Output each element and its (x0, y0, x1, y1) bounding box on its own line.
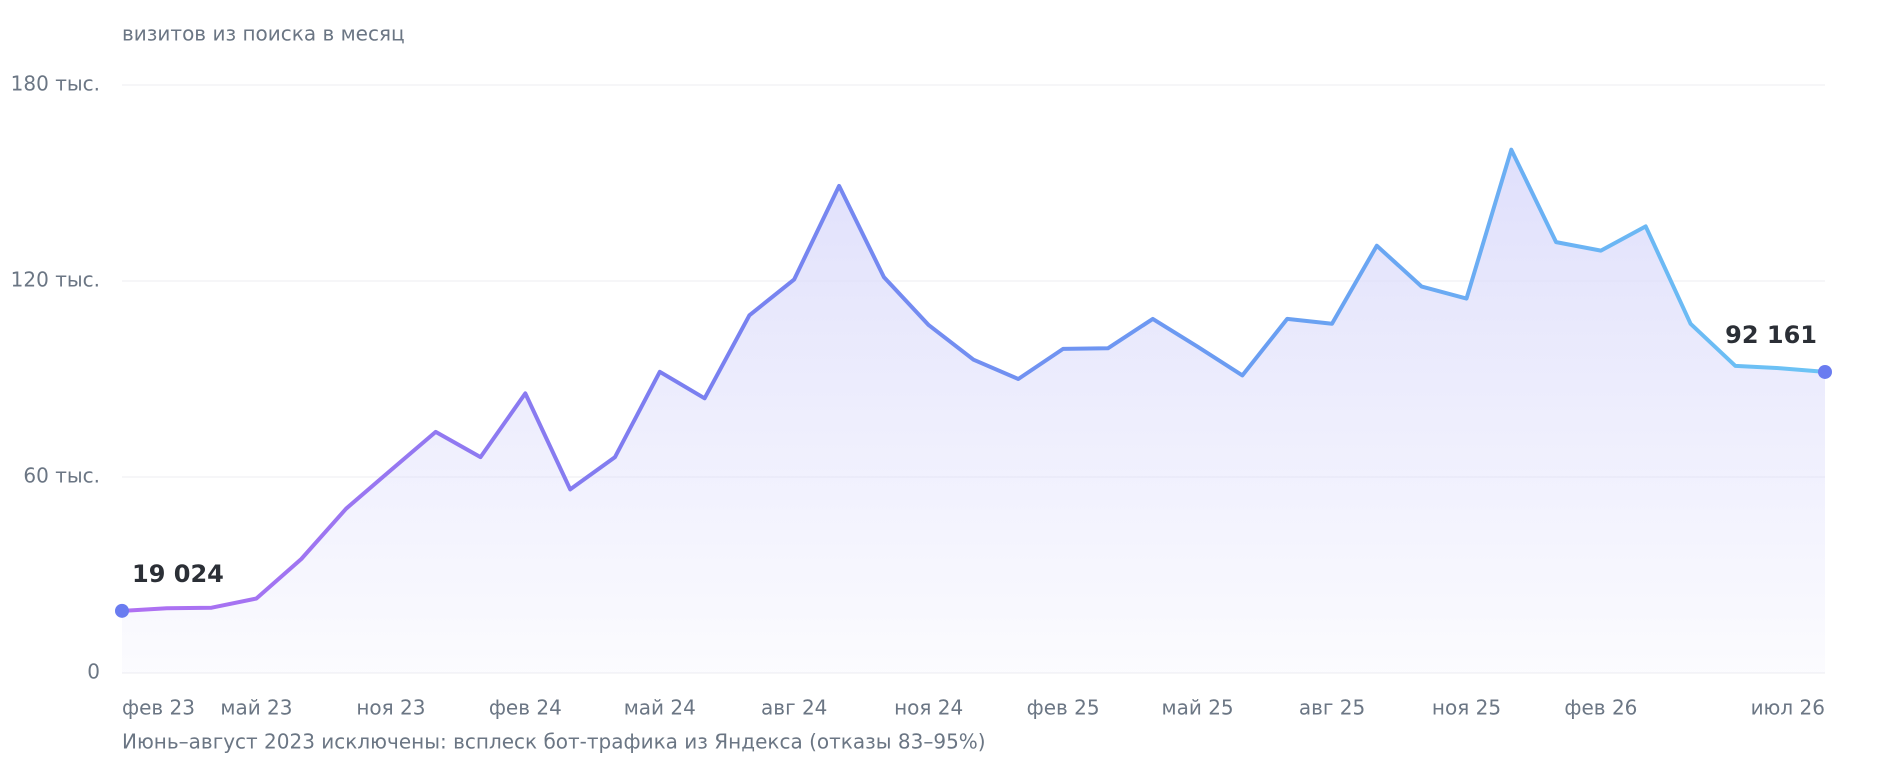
subtitle: визитов из поиска в месяц (122, 22, 405, 46)
x-tick-label: ноя 24 (894, 696, 963, 720)
x-tick-label: ноя 25 (1432, 696, 1501, 720)
x-tick-label: май 23 (220, 696, 292, 720)
y-tick-label: 60 тыс. (23, 464, 100, 488)
end-point (1818, 364, 1832, 379)
data-label: 92 161 (1725, 321, 1817, 349)
y-tick-label: 180 тыс. (11, 72, 100, 96)
x-tick-label: июл 26 (1751, 696, 1825, 720)
y-tick-label: 0 (87, 660, 100, 684)
end-point (115, 603, 129, 618)
data-label: 19 024 (132, 560, 224, 588)
x-tick-label: авг 24 (761, 696, 827, 720)
x-tick-label: авг 25 (1299, 696, 1365, 720)
footnote: Июнь–август 2023 исключены: всплеск бот-… (122, 730, 986, 754)
area (122, 149, 1825, 673)
x-tick-label: май 24 (624, 696, 696, 720)
y-tick-label: 120 тыс. (11, 268, 100, 292)
x-tick-label: ноя 23 (356, 696, 425, 720)
x-tick-label: фев 24 (489, 696, 562, 720)
x-tick-label: фев 23 (122, 696, 195, 720)
x-tick-label: май 25 (1162, 696, 1234, 720)
x-tick-label: фев 26 (1564, 696, 1637, 720)
x-tick-label: фев 25 (1027, 696, 1100, 720)
line (120, 147, 1827, 613)
